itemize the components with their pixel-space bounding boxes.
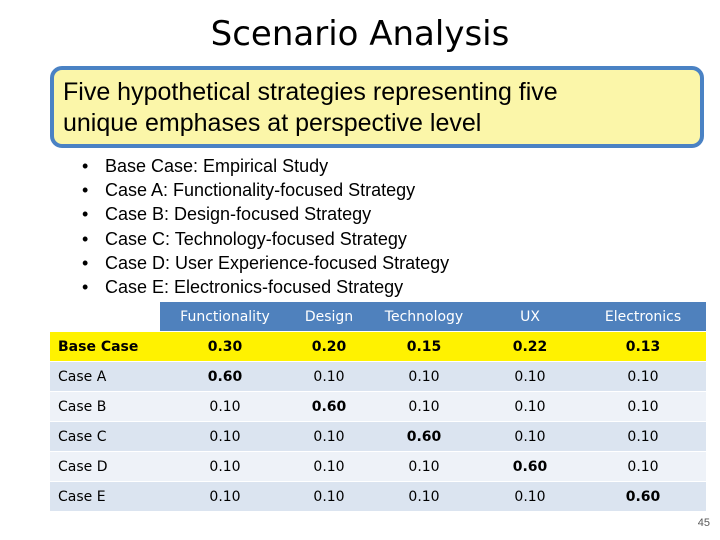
table-row: Case B 0.10 0.60 0.10 0.10 0.10 [50, 391, 706, 422]
callout-line-1: Five hypothetical strategies representin… [63, 78, 558, 106]
weights-table: Functionality Design Technology UX Elect… [50, 302, 706, 511]
table-header-row: Functionality Design Technology UX Elect… [50, 302, 706, 332]
table-cell: 0.30 [207, 338, 243, 355]
bullet-dot-icon: • [82, 228, 89, 249]
table-row: Case E 0.10 0.10 0.10 0.10 0.60 [50, 481, 706, 511]
table-cell: 0.22 [512, 338, 548, 355]
table-cell: 0.13 [625, 338, 661, 355]
bullet-dot-icon: • [82, 156, 89, 176]
row-label: Case E [58, 488, 106, 505]
page-number: 45 [697, 517, 710, 529]
table-row: Case A 0.60 0.10 0.10 0.10 0.10 [50, 361, 706, 392]
list-item: • Case A: Functionality-focused Strategy [82, 178, 449, 202]
strategy-list: • Base Case: Empirical Study • Case A: Fun… [82, 154, 449, 299]
table-cell: 0.10 [313, 488, 345, 505]
row-label: Case B [58, 398, 107, 415]
column-header: UX [480, 302, 580, 332]
table-cell: 0.10 [209, 398, 241, 415]
table-cell: 0.10 [313, 428, 345, 445]
table-cell: 0.10 [514, 488, 546, 505]
table-cell: 0.10 [514, 428, 546, 445]
list-item-text: Case C: Technology-focused Strategy [105, 228, 407, 249]
bullet-dot-icon: • [82, 252, 89, 273]
list-item: • Case E: Electronics-focused Strategy [82, 275, 449, 299]
list-item: • Case C: Technology-focused Strategy [82, 227, 449, 251]
list-item: • Case B: Design-focused Strategy [82, 202, 449, 226]
table-cell: 0.10 [408, 488, 440, 505]
bullet-dot-icon: • [82, 204, 89, 225]
table-cell: 0.10 [209, 458, 241, 475]
table-row: Base Case 0.30 0.20 0.15 0.22 0.13 [50, 331, 706, 362]
callout-line-2: unique emphases at perspective level [63, 109, 482, 137]
list-item: • Base Case: Empirical Study [82, 154, 449, 178]
table-cell: 0.60 [625, 488, 661, 505]
table-cell: 0.60 [512, 458, 548, 475]
column-header: Functionality [160, 302, 290, 332]
table-cell: 0.60 [406, 428, 442, 445]
table-row: Case D 0.10 0.10 0.10 0.60 0.10 [50, 451, 706, 482]
list-item-text: Case D: User Experience-focused Strategy [105, 252, 450, 273]
column-header: Technology [368, 302, 480, 332]
bullet-dot-icon: • [82, 180, 89, 201]
table-cell: 0.10 [313, 368, 345, 385]
row-label: Base Case [58, 338, 139, 355]
list-item-text: Base Case: Empirical Study [105, 156, 329, 176]
table-cell: 0.20 [311, 338, 347, 355]
list-item-text: Case A: Functionality-focused Strategy [105, 180, 416, 201]
bullet-dot-icon: • [82, 277, 89, 298]
row-label: Case C [58, 428, 107, 445]
table-cell: 0.10 [627, 458, 659, 475]
column-header: Design [290, 302, 368, 332]
row-label: Case A [58, 368, 107, 385]
slide-title: Scenario Analysis [210, 14, 510, 54]
table-cell: 0.10 [408, 458, 440, 475]
table-cell: 0.15 [406, 338, 442, 355]
table-cell: 0.10 [627, 428, 659, 445]
table-cell: 0.10 [627, 398, 659, 415]
table-cell: 0.10 [514, 368, 546, 385]
table-cell: 0.10 [313, 458, 345, 475]
table-cell: 0.10 [209, 428, 241, 445]
callout-box: Five hypothetical strategies representin… [50, 66, 704, 148]
table-cell: 0.10 [408, 398, 440, 415]
table-corner-cell [50, 302, 160, 332]
table-row: Case C 0.10 0.10 0.60 0.10 0.10 [50, 421, 706, 452]
list-item-text: Case E: Electronics-focused Strategy [105, 277, 404, 298]
table-cell: 0.10 [627, 368, 659, 385]
table-cell: 0.10 [514, 398, 546, 415]
table-cell: 0.60 [311, 398, 347, 415]
row-label: Case D [58, 458, 108, 475]
table-cell: 0.10 [209, 488, 241, 505]
list-item: • Case D: User Experience-focused Strateg… [82, 251, 449, 275]
table-cell: 0.10 [408, 368, 440, 385]
table-cell: 0.60 [207, 368, 243, 385]
column-header: Electronics [580, 302, 706, 332]
list-item-text: Case B: Design-focused Strategy [105, 204, 372, 225]
